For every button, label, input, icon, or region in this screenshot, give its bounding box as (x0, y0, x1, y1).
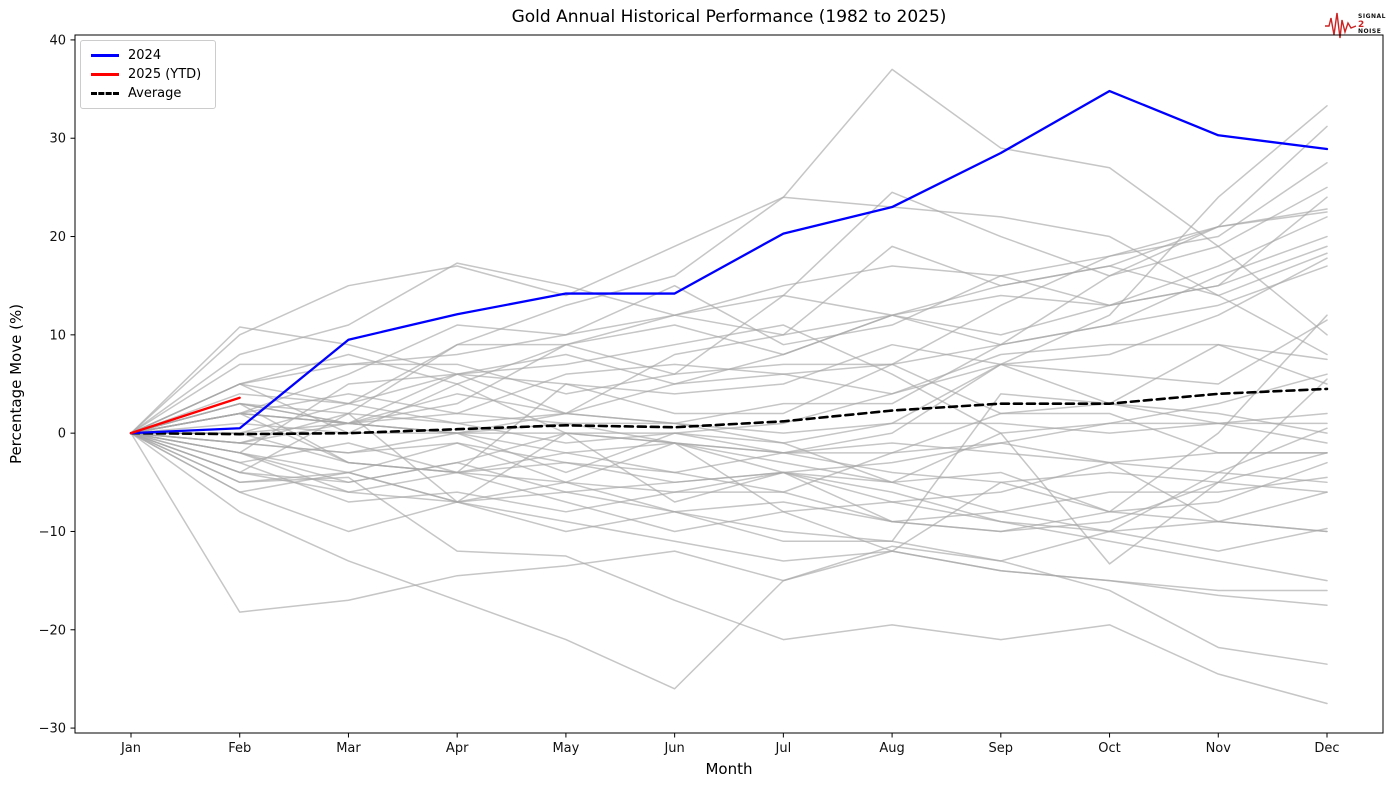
y-axis-label: Percentage Move (%) (7, 303, 25, 465)
watermark-line-noise: NOISE (1358, 28, 1382, 36)
x-tick-label: Feb (228, 741, 251, 756)
series-line-2017 (130, 319, 1328, 434)
x-tick-label: Mar (336, 741, 361, 756)
series-line-2020 (130, 68, 1328, 434)
series-line-2002 (130, 196, 1328, 434)
series-line-2004 (130, 343, 1328, 503)
series-line-2015 (130, 383, 1328, 533)
legend-line-sample (91, 73, 119, 76)
chart-legend: 2024 2025 (YTD) Average (80, 40, 217, 109)
x-tick-label: Oct (1098, 741, 1120, 756)
series-line-1982 (130, 314, 1328, 690)
watermark-logo: SIGNAL 2 NOISE (1325, 8, 1386, 42)
legend-line-sample (91, 54, 119, 57)
y-tick-label: −10 (39, 525, 66, 540)
x-tick-label: Aug (879, 741, 904, 756)
y-tick-label: −30 (39, 722, 66, 737)
series-line-2000 (130, 412, 1328, 523)
chart-title: Gold Annual Historical Performance (1982… (511, 7, 947, 27)
series-line-average (129, 387, 1329, 436)
series-line-1983 (130, 432, 1328, 592)
x-tick-label: Jun (663, 741, 684, 756)
x-axis-label: Month (705, 760, 753, 778)
series-line-2014 (130, 363, 1328, 454)
series-line-1990 (130, 432, 1328, 613)
y-tick-label: 0 (58, 427, 66, 442)
series-line-2021 (130, 432, 1328, 533)
series-line-1992 (130, 432, 1328, 493)
y-tick-label: 40 (49, 33, 66, 48)
watermark-text: SIGNAL 2 NOISE (1358, 14, 1386, 35)
x-tick-label: Jul (775, 741, 792, 756)
x-tick-label: Nov (1206, 741, 1232, 756)
series-line-2016 (130, 196, 1328, 434)
series-line-1997 (130, 432, 1328, 665)
series-line-2019 (130, 245, 1328, 434)
series-line-2025-ytd- (129, 396, 241, 435)
plot-frame (74, 34, 1384, 734)
legend-line-sample (91, 92, 119, 95)
legend-label: 2025 (YTD) (128, 67, 202, 82)
x-tick-label: Sep (989, 741, 1014, 756)
series-line-2012 (130, 343, 1328, 444)
y-tick-label: −20 (39, 623, 66, 638)
series-line-2006 (130, 216, 1328, 434)
legend-item-average: Average (91, 87, 201, 100)
series-line-1987 (130, 208, 1328, 434)
series-line-1984 (130, 432, 1328, 606)
series-line-1993 (130, 265, 1328, 444)
x-tick-label: Jan (120, 741, 141, 756)
watermark-line-2: 2 (1358, 19, 1365, 30)
watermark-line-signal: SIGNAL (1358, 13, 1386, 21)
series-line-2018 (130, 412, 1328, 533)
legend-item-2024: 2024 (91, 49, 201, 62)
x-tick-label: Apr (446, 741, 469, 756)
series-line-2024 (129, 89, 1329, 435)
series-line-2013 (130, 432, 1328, 705)
series-line-2010 (130, 211, 1328, 434)
waveform-icon (1325, 12, 1357, 39)
series-line-2003 (130, 235, 1328, 474)
legend-item-2025-ytd-: 2025 (YTD) (91, 68, 201, 81)
y-tick-label: 10 (49, 328, 66, 343)
series-line-1989 (130, 432, 1328, 533)
legend-label: 2024 (128, 48, 162, 63)
series-line-2005 (130, 257, 1328, 474)
y-tick-label: 30 (49, 132, 66, 147)
legend-label: Average (128, 86, 182, 101)
series-line-2022 (130, 353, 1328, 533)
x-tick-label: May (552, 741, 579, 756)
y-tick-label: 20 (49, 230, 66, 245)
x-tick-label: Dec (1314, 741, 1339, 756)
series-line-2001 (130, 363, 1328, 484)
series-line-2023 (130, 105, 1328, 454)
